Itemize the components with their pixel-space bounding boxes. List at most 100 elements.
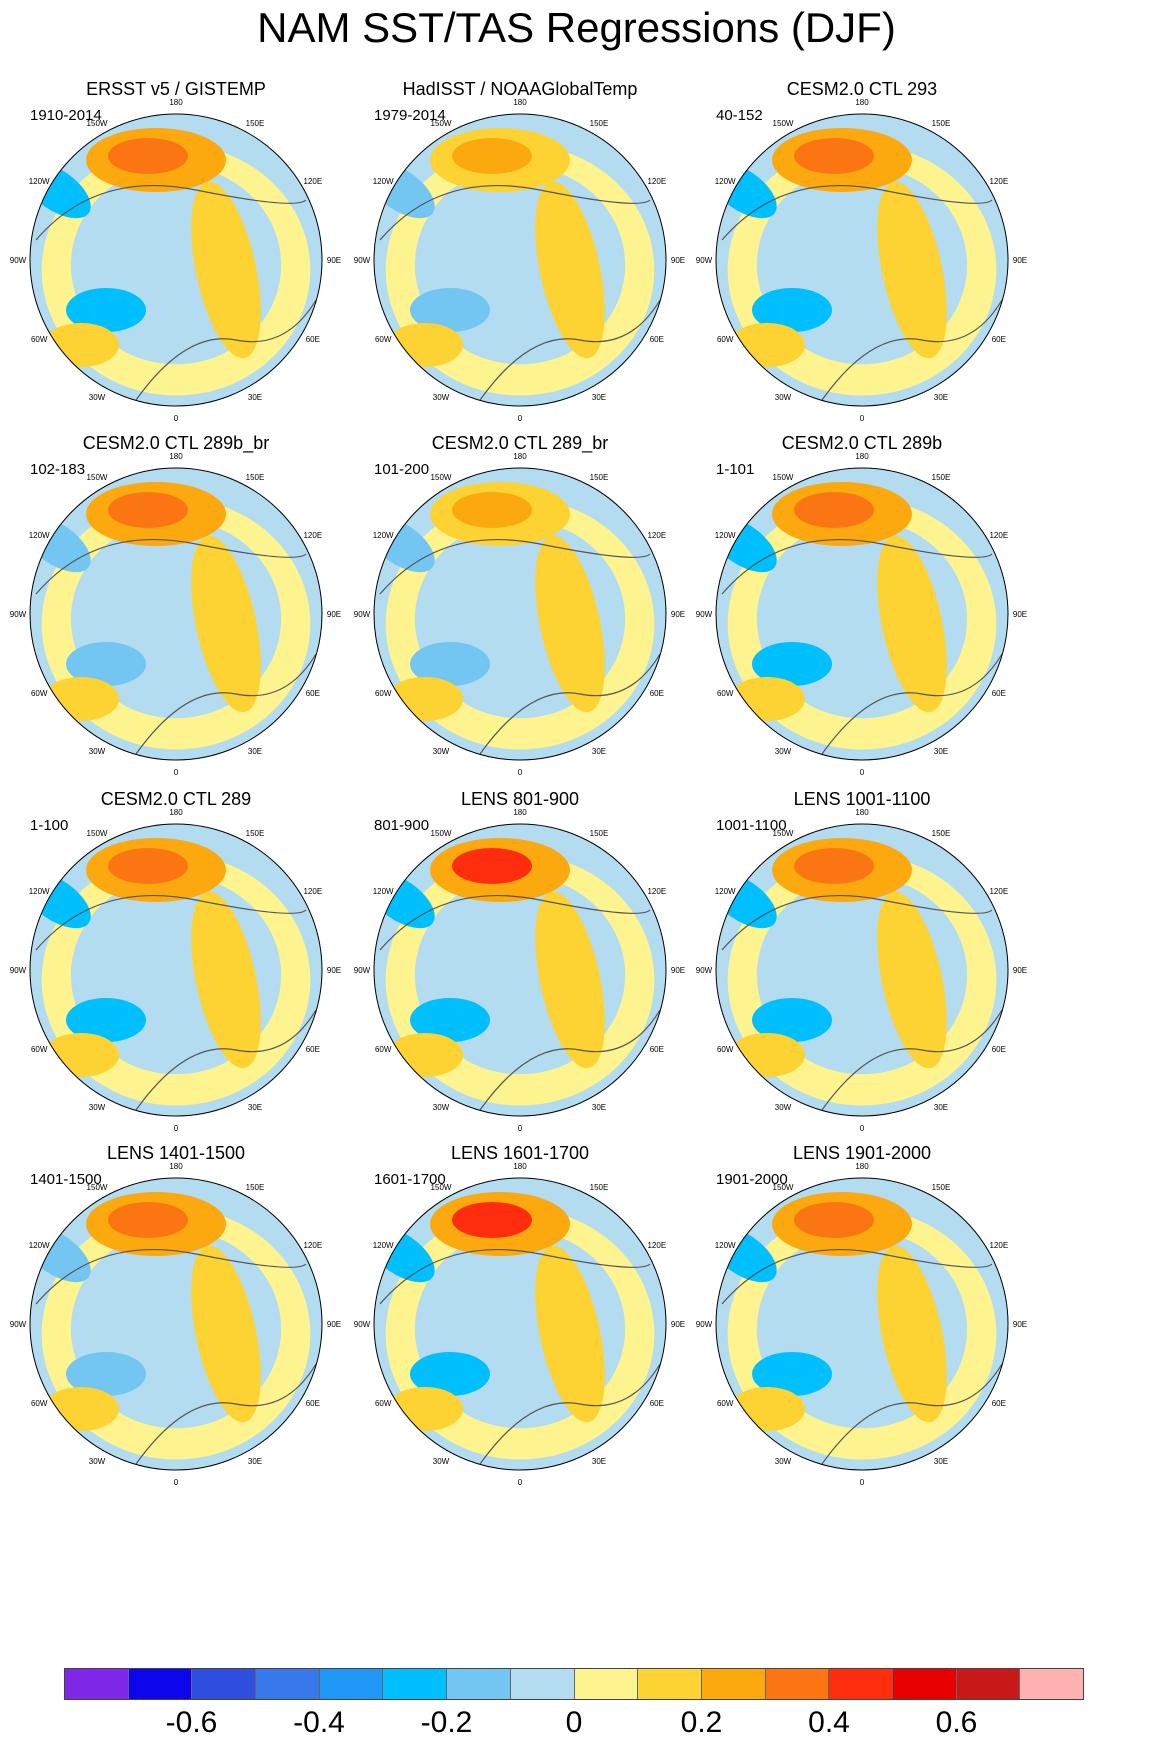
panel-period: 1-100	[30, 817, 68, 834]
lon-label: 120E	[989, 531, 1008, 540]
lon-label: 60E	[306, 335, 320, 344]
lon-label: 90W	[354, 966, 371, 975]
eurasia-anomaly	[191, 1245, 261, 1423]
lon-label: 90E	[327, 256, 341, 265]
lon-label: 90W	[354, 610, 371, 619]
coastline	[135, 1009, 317, 1111]
lon-label: 150W	[431, 1183, 452, 1192]
lon-label: 90E	[671, 610, 685, 619]
map-outline	[715, 467, 1009, 761]
lon-label: 30E	[592, 747, 606, 756]
lon-label: 180	[513, 1162, 527, 1171]
pacific-anomaly-core	[108, 848, 188, 884]
lon-label: 0	[860, 1478, 865, 1487]
atlantic-warm-anomaly	[43, 323, 119, 367]
lon-label: 90E	[1013, 610, 1027, 619]
map-field	[30, 114, 322, 406]
lon-label: 90W	[10, 610, 27, 619]
coastline	[479, 299, 661, 401]
lon-label: 120E	[303, 177, 322, 186]
coastline	[721, 1248, 993, 1305]
atlantic-warm-anomaly	[387, 323, 463, 367]
eurasia-anomaly	[877, 535, 947, 713]
lon-label: 30E	[248, 1103, 262, 1112]
lon-label: 180	[169, 452, 183, 461]
map-field	[716, 824, 1008, 1116]
lon-label: 120W	[29, 887, 50, 896]
lon-label: 60E	[650, 689, 664, 698]
panel-period: 1-101	[716, 461, 754, 478]
lon-label: 150W	[773, 829, 794, 838]
map-outline	[29, 823, 323, 1117]
lon-label: 180	[169, 808, 183, 817]
coastline	[135, 653, 317, 755]
lon-label: 0	[174, 768, 179, 777]
lon-label: 60E	[650, 1045, 664, 1054]
lon-label: 90W	[10, 966, 27, 975]
colorbar-swatch	[510, 1669, 575, 1699]
eurasia-anomaly	[535, 891, 605, 1069]
lon-label: 150W	[431, 829, 452, 838]
labrador-anomaly	[410, 642, 490, 686]
colorbar-label: 0.4	[808, 1706, 850, 1739]
lon-label: 30E	[592, 1457, 606, 1466]
lon-label: 60E	[992, 1399, 1006, 1408]
lon-label: 30E	[248, 1457, 262, 1466]
map-outline	[29, 467, 323, 761]
coastline	[479, 1363, 661, 1465]
map-panel: LENS 1901-2000 1901-2000 180 150E 120E 90E 60E…	[696, 1143, 1027, 1487]
atlantic-warm-anomaly	[387, 677, 463, 721]
lon-label: 0	[860, 414, 865, 423]
map-field	[374, 114, 666, 406]
lon-label: 60W	[31, 335, 48, 344]
panel-title: CESM2.0 CTL 289_br	[432, 433, 608, 454]
labrador-anomaly	[752, 288, 832, 332]
lon-label: 0	[518, 1124, 523, 1133]
lon-label: 30W	[89, 1103, 106, 1112]
lon-label: 150E	[932, 473, 951, 482]
coastline	[379, 1248, 651, 1305]
lon-label: 60E	[306, 1399, 320, 1408]
labrador-anomaly	[410, 288, 490, 332]
map-outline	[373, 467, 667, 761]
lon-label: 90E	[327, 966, 341, 975]
map-field	[716, 114, 1008, 406]
eurasia-anomaly	[877, 891, 947, 1069]
coastline	[721, 184, 993, 241]
atlantic-warm-anomaly	[387, 1387, 463, 1431]
map-outline	[29, 113, 323, 407]
lon-label: 60W	[717, 689, 734, 698]
lon-label: 150W	[87, 119, 108, 128]
lon-label: 120E	[647, 1241, 666, 1250]
lon-label: 0	[174, 1478, 179, 1487]
map-field	[30, 824, 322, 1116]
atlantic-warm-anomaly	[387, 1033, 463, 1077]
lon-label: 30E	[934, 1457, 948, 1466]
coastline	[721, 894, 993, 951]
lon-label: 180	[855, 808, 869, 817]
pacific-anomaly-core	[794, 138, 874, 174]
lon-label: 90E	[671, 1320, 685, 1329]
lon-label: 150W	[773, 473, 794, 482]
colorbar-swatch	[128, 1669, 193, 1699]
lon-label: 180	[513, 452, 527, 461]
lon-label: 0	[860, 768, 865, 777]
lon-label: 120E	[989, 1241, 1008, 1250]
map-panel: LENS 1001-1100 1001-1100 180 150E 120E 90E 60E…	[696, 789, 1027, 1133]
lon-label: 120W	[715, 531, 736, 540]
labrador-anomaly	[410, 1352, 490, 1396]
labrador-anomaly	[410, 998, 490, 1042]
pacific-anomaly-core	[108, 1202, 188, 1238]
coastline	[821, 1009, 1003, 1111]
colorbar-swatch	[192, 1669, 257, 1699]
lon-label: 120E	[647, 887, 666, 896]
coastline	[35, 184, 307, 241]
map-panel: CESM2.0 CTL 289b_br 102-183 180 150E 120E 90E…	[10, 433, 341, 777]
colorbar-swatch	[701, 1669, 766, 1699]
map-panel: LENS 801-900 801-900 180 150E 120E 90E 60E 30E 0…	[354, 789, 685, 1133]
lon-label: 60W	[31, 1399, 48, 1408]
lon-label: 30W	[775, 747, 792, 756]
panel-period: 102-183	[30, 461, 85, 478]
map-field	[30, 1178, 322, 1470]
colorbar-label: -0.4	[293, 1706, 345, 1739]
